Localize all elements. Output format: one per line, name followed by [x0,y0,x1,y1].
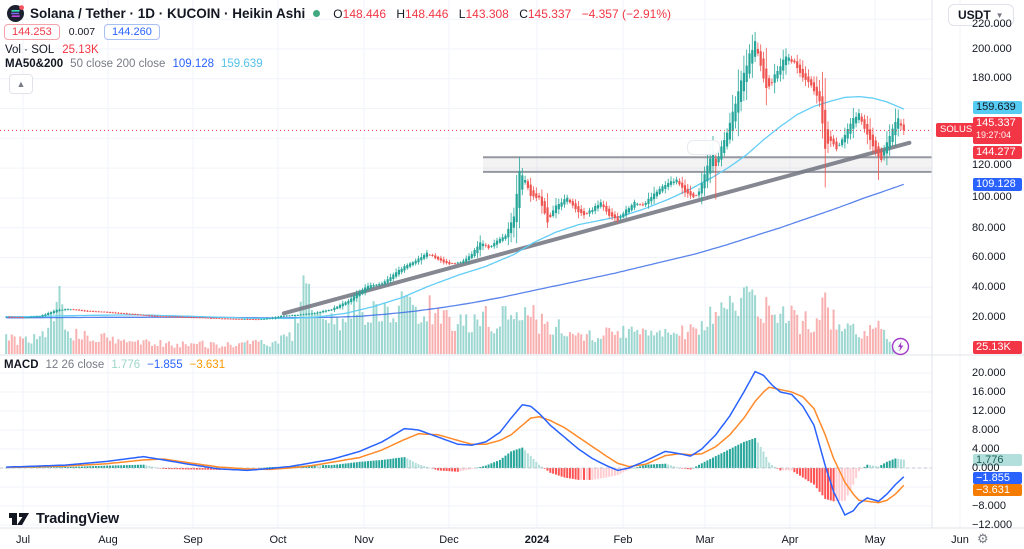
bid-price-button[interactable]: 144.253 [4,24,60,40]
macd-signal-axis-badge: −3.631 [973,484,1022,496]
macd-legend-label: MACD [4,359,39,371]
ohlc-values: O148.446 H148.446 L143.308 C145.337 −4.3… [326,7,671,21]
market-status-dot[interactable] [313,10,321,17]
tradingview-wordmark: TradingView [36,511,119,527]
drawing-handle-pill[interactable] [687,140,720,155]
macd-line-axis-badge: −1.855 [973,472,1022,484]
ask-price-button[interactable]: 144.260 [104,24,160,40]
chevron-up-icon: ▲ [16,79,26,89]
symbol-title[interactable]: Solana / Tether · 1D · KUCOIN · Heikin A… [30,6,306,21]
macd-hist-value: 1.776 [111,359,141,371]
volume-series [5,275,905,354]
symbol-legend-row: Solana / Tether · 1D · KUCOIN · Heikin A… [7,5,671,22]
axis-tick-label: 200.000 [972,43,1012,55]
low-label: L [458,6,466,21]
axis-tick-label: 20.000 [972,367,1006,379]
trendline-drawing[interactable] [281,140,912,316]
axis-tick-label: 120.000 [972,159,1012,171]
macd-legend-row[interactable]: MACD 12 26 close 1.776 −1.855 −3.631 [4,359,225,371]
last-price-value: 145.337 [976,117,1016,129]
ma-slow-line [6,183,905,319]
time-axis-label: Jul [15,534,31,546]
axis-tick-label: 0.000 [972,462,1000,474]
axis-tick-label: 20.000 [972,311,1006,323]
macd-histogram [5,438,905,502]
volume-legend-value: 25.13K [62,44,99,56]
ma-cyan-axis-badge: 159.639 [973,101,1022,114]
grid-lines [0,0,961,528]
time-axis-label: Dec [439,534,459,546]
solana-logo-icon [7,5,24,22]
volume-legend-label: Vol · SOL [5,44,55,56]
bar-countdown: 19:27:04 [976,130,1012,140]
time-axis-label: Mar [695,534,715,546]
pane-separators [0,0,1024,529]
collapse-legend-button[interactable]: ▲ [9,74,33,94]
ma-legend-row[interactable]: MA50&200 50 close 200 close 109.128 159.… [5,58,263,70]
bid-ask-row: 144.253 0.007 144.260 [4,24,160,40]
time-axis-label: Jun [951,534,969,546]
macd-line-value: −1.855 [147,359,183,371]
axis-tick-label: 100.000 [972,191,1012,203]
change-value: −4.357 (−2.91%) [581,6,672,21]
macd-hist-axis-badge: 1.776 [973,454,1022,466]
ma-cyan-value: 159.639 [221,58,263,70]
open-value: 148.446 [342,6,387,21]
macd-signal-value: −3.631 [189,359,226,371]
currency-selector-button[interactable]: USDT ▼ [948,4,1014,26]
low-value: 143.308 [465,6,509,21]
high-label: H [396,6,406,21]
axis-tick-label: 8.000 [972,424,1000,436]
open-label: O [333,6,343,21]
candlestick-series [5,41,905,321]
axis-tick-label: 12.000 [972,405,1006,417]
time-axis-label: Sep [183,534,203,546]
last-price-axis-badge: 145.337 19:27:04 [973,117,1022,144]
axis-tick-label: 16.000 [972,386,1006,398]
axis-tick-label: −8.000 [972,500,1006,512]
macd-signal-line [6,386,905,504]
quick-trade-lightning-icon[interactable] [891,337,910,361]
volume-legend-row[interactable]: Vol · SOL 25.13K [5,44,99,56]
time-axis-label: Apr [781,534,799,546]
macd-line [6,370,905,517]
ma-legend-params: 50 close 200 close [70,58,166,70]
close-label: C [519,6,528,21]
chevron-down-icon: ▼ [995,10,1004,20]
volume-axis-badge: 25.13K [973,341,1022,354]
axis-tick-label: 4.000 [972,443,1000,455]
time-axis-label: 2024 [524,534,550,546]
time-axis-label: Aug [98,534,118,546]
ma-blue-value: 109.128 [172,58,215,70]
axis-tick-label: 40.000 [972,281,1006,293]
time-axis-label: Oct [269,534,287,546]
macd-legend-params: 12 26 close [45,359,105,371]
spread-value: 0.007 [68,26,96,38]
ma-blue-axis-badge: 109.128 [973,178,1022,191]
time-axis-label: May [864,534,886,546]
tradingview-logo[interactable]: TradingView [8,511,119,527]
currency-label: USDT [958,8,991,22]
time-axis-label: Nov [354,534,374,546]
close-value: 145.337 [527,6,572,21]
axis-tick-label: 220.000 [972,18,1012,30]
axis-tick-label: 60.000 [972,251,1006,263]
time-axis-label: Feb [613,534,633,546]
axis-tick-label: 80.000 [972,222,1006,234]
high-value: 148.446 [405,6,449,21]
ma-legend-label: MA50&200 [5,58,64,70]
tradingview-glyph-icon [9,513,29,525]
axis-tick-label: 180.000 [972,72,1012,84]
axis-tick-label: −12.000 [972,519,1013,531]
time-axis-settings-gear-icon[interactable]: ⚙ [977,531,989,546]
prev-price-axis-badge: 144.277 [973,146,1022,159]
ma-fast-line [6,95,905,320]
